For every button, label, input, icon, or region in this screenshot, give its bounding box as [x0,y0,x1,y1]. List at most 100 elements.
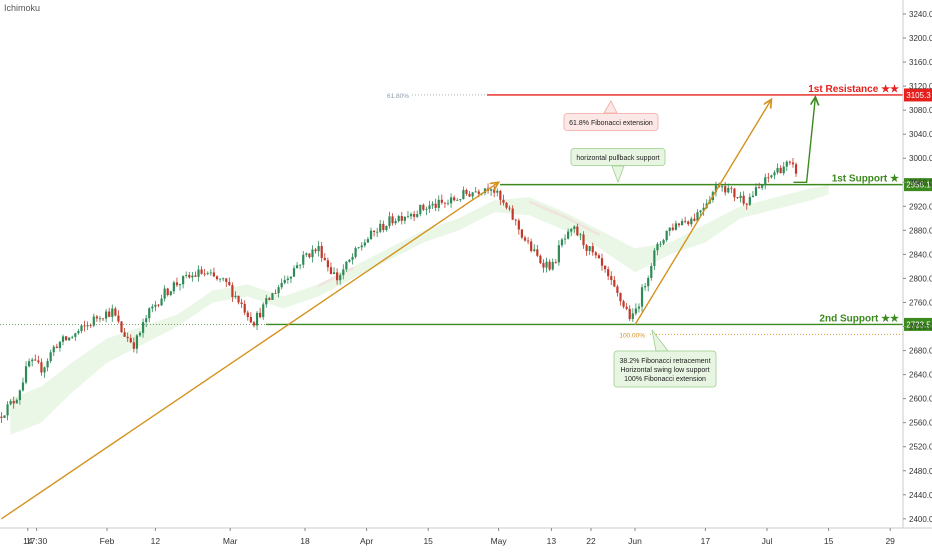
candle-body [628,308,631,320]
price-tick-label: 2680.0 [909,347,932,356]
time-tick-label: 18 [300,536,310,546]
candle-body [496,190,499,193]
candle-body [351,256,354,260]
candle-body [523,237,527,241]
candle-body [751,195,755,198]
price-tick-label: 2560.0 [909,419,932,428]
candle-body [613,279,616,287]
candle-body [86,325,89,327]
candle-body [699,210,702,213]
candle-body [453,197,456,201]
candle-body [265,298,268,305]
candle-body [582,234,585,246]
level-price-tag [904,178,932,192]
callout-text: Horizontal swing low support [620,367,709,374]
price-tick-label: 2400.0 [909,515,932,524]
candle-body [585,245,588,251]
candle-body [533,249,536,251]
candle-body [185,274,188,276]
candle-body [354,248,357,257]
candle-body [462,189,465,200]
candle-body [428,205,431,209]
price-tick-label: 3040.0 [909,130,932,139]
candle-body [274,293,277,294]
price-tick-label: 3000.0 [909,154,932,163]
candle-body [166,288,169,295]
candle-body [0,416,3,418]
candle-body [511,208,514,220]
candle-body [754,187,758,196]
time-tick-label: Apr [360,536,373,546]
candle-body [40,362,43,373]
candle-body [647,277,650,287]
candle-body [622,301,625,307]
candle-body [191,275,194,278]
candle-body [15,400,18,404]
candle-body [246,312,249,317]
candle-body [348,259,351,262]
candle-body [465,189,468,194]
candle-body [677,223,681,226]
level-label: 1st Support ★ [832,174,899,185]
level-price-tag-text: 3105.3 [906,91,931,100]
candle-body [656,243,659,251]
candle-body [514,219,517,221]
candle-body [55,346,58,348]
candle-body [409,214,413,217]
price-tick-label: 2920.0 [909,202,932,211]
candle-body [576,226,579,236]
candle-body [767,177,770,179]
price-tick-label: 3200.0 [909,34,932,43]
time-tick-label: Mar [223,536,238,546]
candle-body [434,203,437,208]
candle-body [114,308,117,316]
price-tick-label: 2800.0 [909,274,932,283]
level-lines: 1st Resistance ★★ 3105.3 1st Support ★ 2956… [0,84,932,339]
candle-body [637,306,641,309]
candle-body [188,274,191,278]
candle-body [108,311,111,317]
time-tick-label: 17:30 [26,536,48,546]
candle-body [61,336,65,342]
candle-body [459,199,462,200]
candle-body [252,322,256,326]
candle-body [588,246,591,251]
candle-body [255,312,259,326]
candle-body [794,164,798,174]
candle-body [175,282,179,286]
candle-body [225,278,228,282]
callout-text: 38.2% Fibonacci retracement [619,358,710,365]
candle-body [145,318,148,323]
candle-body [249,316,252,323]
candle-body [49,352,52,362]
candle-body [80,325,83,332]
candle-body [71,336,74,338]
candle-body [573,226,576,229]
candle-body [391,216,394,224]
candle-body [770,175,773,178]
candle-body [536,249,539,256]
candle-body [739,195,742,199]
candle-body [640,287,644,307]
candle-body [603,265,607,270]
candle-body [468,193,471,197]
candle-body [477,191,480,194]
red-callout [563,113,659,131]
candle-body [388,216,391,226]
candle-body [3,415,6,418]
candle-body [788,161,791,163]
candle-body [653,250,656,266]
candle-body [132,342,135,349]
candle-body [714,185,718,193]
candle-body [231,285,234,298]
time-tick-label: Feb [100,536,115,546]
candle-body [34,359,37,361]
candle-body [542,263,545,268]
candle-body [317,245,320,252]
candle-body [58,341,62,348]
candle-body [379,223,382,232]
price-tick-label: 3160.0 [909,58,932,67]
candle-body [336,272,339,281]
level-label: 1st Resistance ★★ [808,84,899,95]
